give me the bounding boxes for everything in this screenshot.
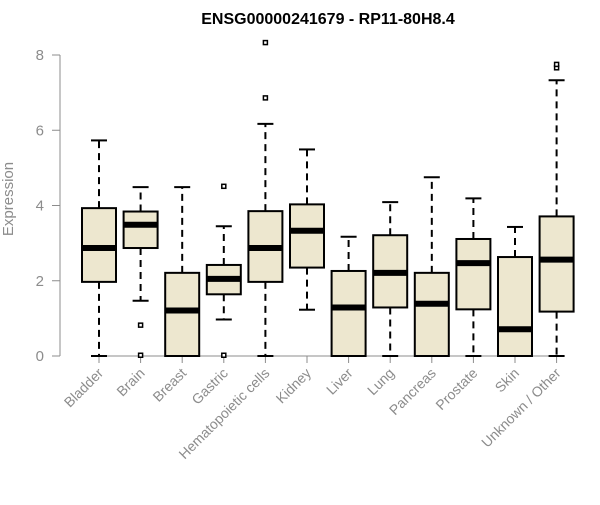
x-tick-label: Kidney (273, 365, 315, 407)
chart-title: ENSG00000241679 - RP11-80H8.4 (201, 11, 455, 28)
box (81, 207, 117, 283)
y-tick-label: 4 (36, 198, 44, 215)
outlier-point (262, 95, 269, 101)
outlier-point (221, 352, 227, 358)
outlier-point (137, 352, 144, 358)
y-axis-label: Expression (0, 162, 17, 236)
outlier-point (137, 322, 144, 328)
outlier-point (221, 183, 227, 190)
box-group (122, 186, 159, 358)
x-tick-label: Skin (492, 365, 523, 396)
box-group (247, 39, 284, 357)
box-group (497, 225, 533, 358)
y-tick-label: 6 (36, 122, 44, 139)
box-group (455, 197, 492, 357)
box-group (289, 148, 325, 311)
y-tick-label: 8 (36, 47, 44, 64)
x-tick-label: Lung (364, 365, 397, 398)
box (538, 215, 575, 313)
x-tick-label: Prostate (432, 365, 480, 413)
x-tick-label: Bladder (61, 365, 107, 411)
box-group (413, 176, 450, 358)
plot-area (81, 39, 575, 358)
x-tick-label: Liver (323, 365, 356, 398)
box (413, 271, 450, 358)
box (455, 237, 492, 311)
box (497, 256, 533, 358)
y-tick-label: 2 (36, 273, 44, 290)
outlier-point (262, 39, 269, 46)
box (122, 210, 159, 250)
y-tick-label: 0 (36, 348, 44, 365)
box-group (205, 183, 242, 358)
box (289, 203, 325, 269)
x-tick-label: Brain (113, 365, 147, 399)
x-tick-label: Unknown / Other (478, 365, 564, 451)
box (330, 269, 367, 357)
box-group (81, 139, 117, 357)
x-tick-label: Breast (149, 365, 189, 405)
box-group (164, 186, 201, 358)
box-group (538, 61, 575, 357)
box (164, 271, 201, 358)
box-group (372, 201, 409, 357)
box-group (330, 235, 367, 357)
y-axis: 0 2 4 6 8 (36, 47, 61, 365)
outlier-point (553, 61, 560, 68)
